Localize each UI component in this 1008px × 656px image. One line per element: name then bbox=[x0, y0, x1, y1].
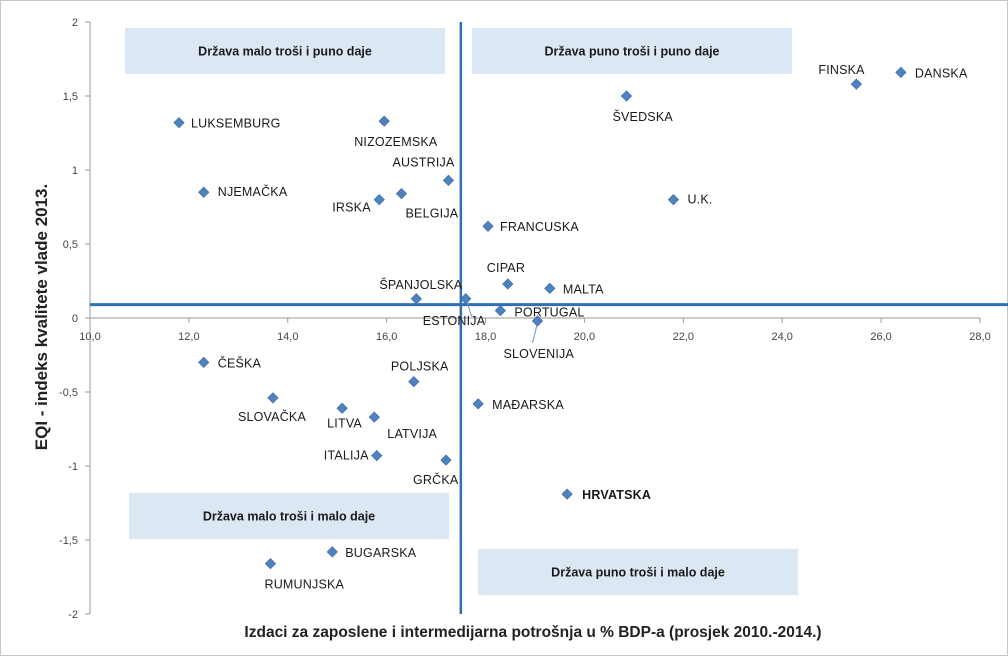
x-tick-label: 22,0 bbox=[673, 331, 694, 343]
point-austrija bbox=[442, 174, 455, 186]
point-label: FINSKA bbox=[818, 63, 865, 77]
point-label: ITALIJA bbox=[324, 449, 369, 463]
reference-lines bbox=[90, 22, 1008, 614]
point-label: POLJSKA bbox=[391, 360, 449, 374]
point-ma-arska bbox=[472, 398, 484, 410]
point-vedska bbox=[620, 90, 633, 102]
point-label: MAĐARSKA bbox=[492, 398, 564, 412]
point-italija bbox=[371, 450, 383, 462]
point-label: ESTONIJA bbox=[423, 314, 486, 328]
point-label: BELGIJA bbox=[406, 207, 459, 221]
point-label: HRVATSKA bbox=[582, 488, 651, 502]
point-label: ŠPANJOLSKA bbox=[379, 277, 463, 292]
point-label: IRSKA bbox=[332, 201, 371, 215]
point-label: LATVIJA bbox=[387, 427, 437, 441]
quadrant-box bbox=[478, 549, 798, 595]
quadrant-box bbox=[129, 493, 449, 539]
y-tick-label: 0,5 bbox=[63, 239, 78, 251]
point-slova-ka bbox=[267, 392, 279, 404]
point-nizozemska bbox=[378, 115, 390, 127]
y-axis-title: EQI - indeks kvalitete vlade 2013. bbox=[32, 184, 51, 450]
point-njema-ka bbox=[198, 186, 210, 198]
x-tick-label: 18,0 bbox=[475, 331, 496, 343]
quadrant-boxes: Država malo troši i puno daje Država puno… bbox=[125, 28, 798, 595]
point-label: U.K. bbox=[687, 193, 712, 207]
point-label: PORTUGAL bbox=[514, 306, 584, 320]
point-label: NJEMAČKA bbox=[218, 184, 288, 199]
point-label: NIZOZEMSKA bbox=[354, 135, 438, 149]
x-tick-label: 16,0 bbox=[376, 331, 397, 343]
point-label: AUSTRIJA bbox=[392, 155, 454, 169]
point-estonija bbox=[460, 293, 472, 305]
y-tick-label: 1,5 bbox=[63, 91, 78, 103]
y-tick-label: -1 bbox=[68, 461, 78, 473]
y-tick-label: -2 bbox=[68, 609, 78, 621]
point-danska bbox=[895, 66, 907, 78]
point-malta bbox=[544, 282, 556, 295]
quadrant-label: Država puno troši i puno daje bbox=[544, 45, 719, 59]
point-label: CIPAR bbox=[487, 261, 525, 275]
point-label: SLOVAČKA bbox=[238, 409, 307, 424]
point-cipar bbox=[502, 278, 514, 290]
point-label: GRČKA bbox=[413, 472, 459, 487]
point-irska bbox=[373, 193, 385, 206]
y-tick-label: 0 bbox=[72, 313, 78, 325]
point-label: DANSKA bbox=[915, 66, 968, 80]
point-portugal bbox=[494, 304, 507, 317]
y-tick-label: -0,5 bbox=[59, 387, 78, 399]
point-belgija bbox=[395, 188, 408, 200]
point-luksemburg bbox=[173, 117, 185, 129]
quadrant-label: Država malo troši i puno daje bbox=[198, 45, 372, 59]
quadrant-box bbox=[472, 28, 792, 74]
y-tick-label: 1 bbox=[72, 165, 78, 177]
x-axis-title: Izdaci za zaposlene i intermedijarna pot… bbox=[244, 624, 821, 641]
point-label: FRANCUSKA bbox=[500, 220, 579, 234]
point-label: ČEŠKA bbox=[218, 355, 262, 370]
point-panjolska bbox=[410, 293, 422, 305]
quadrant-label: Država malo troši i malo daje bbox=[203, 510, 375, 524]
point-e-ka bbox=[198, 356, 210, 369]
point-label: LITVA bbox=[327, 416, 362, 430]
point-slovenija bbox=[531, 315, 544, 327]
point-label: BUGARSKA bbox=[345, 546, 417, 560]
point-bugarska bbox=[326, 546, 338, 558]
x-tick-label: 26,0 bbox=[870, 331, 891, 343]
point-hrvatska bbox=[561, 488, 573, 500]
point-label: MALTA bbox=[563, 282, 604, 296]
point-finska bbox=[850, 78, 863, 90]
point-litva bbox=[336, 402, 348, 414]
point-latvija bbox=[368, 411, 380, 423]
point-poljska bbox=[408, 376, 420, 388]
point-u-k bbox=[667, 193, 680, 206]
leader-line bbox=[531, 322, 538, 344]
point-label: LUKSEMBURG bbox=[191, 117, 281, 131]
x-tick-label: 24,0 bbox=[772, 331, 793, 343]
point-label: ŠVEDSKA bbox=[612, 109, 673, 124]
x-tick-label: 20,0 bbox=[574, 331, 595, 343]
point-label: RUMUNJSKA bbox=[264, 578, 344, 592]
x-tick-label: 14,0 bbox=[277, 331, 298, 343]
point-gr-ka bbox=[440, 454, 452, 466]
quadrant-label: Država puno troši i malo daje bbox=[551, 566, 725, 580]
data-points: FINSKA DANSKA ŠVEDSKA LUKSEMBURG NIZOZEMSKA A… bbox=[173, 63, 968, 592]
point-rumunjska bbox=[264, 558, 277, 570]
y-tick-label: 2 bbox=[72, 17, 78, 29]
x-tick-label: 10,0 bbox=[79, 331, 100, 343]
quadrant-box bbox=[125, 28, 445, 74]
x-tick-label: 12,0 bbox=[178, 331, 199, 343]
y-tick-label: -1,5 bbox=[59, 535, 78, 547]
x-tick-label: 28,0 bbox=[969, 331, 990, 343]
point-francuska bbox=[482, 220, 494, 232]
point-label: SLOVENIJA bbox=[503, 347, 574, 361]
